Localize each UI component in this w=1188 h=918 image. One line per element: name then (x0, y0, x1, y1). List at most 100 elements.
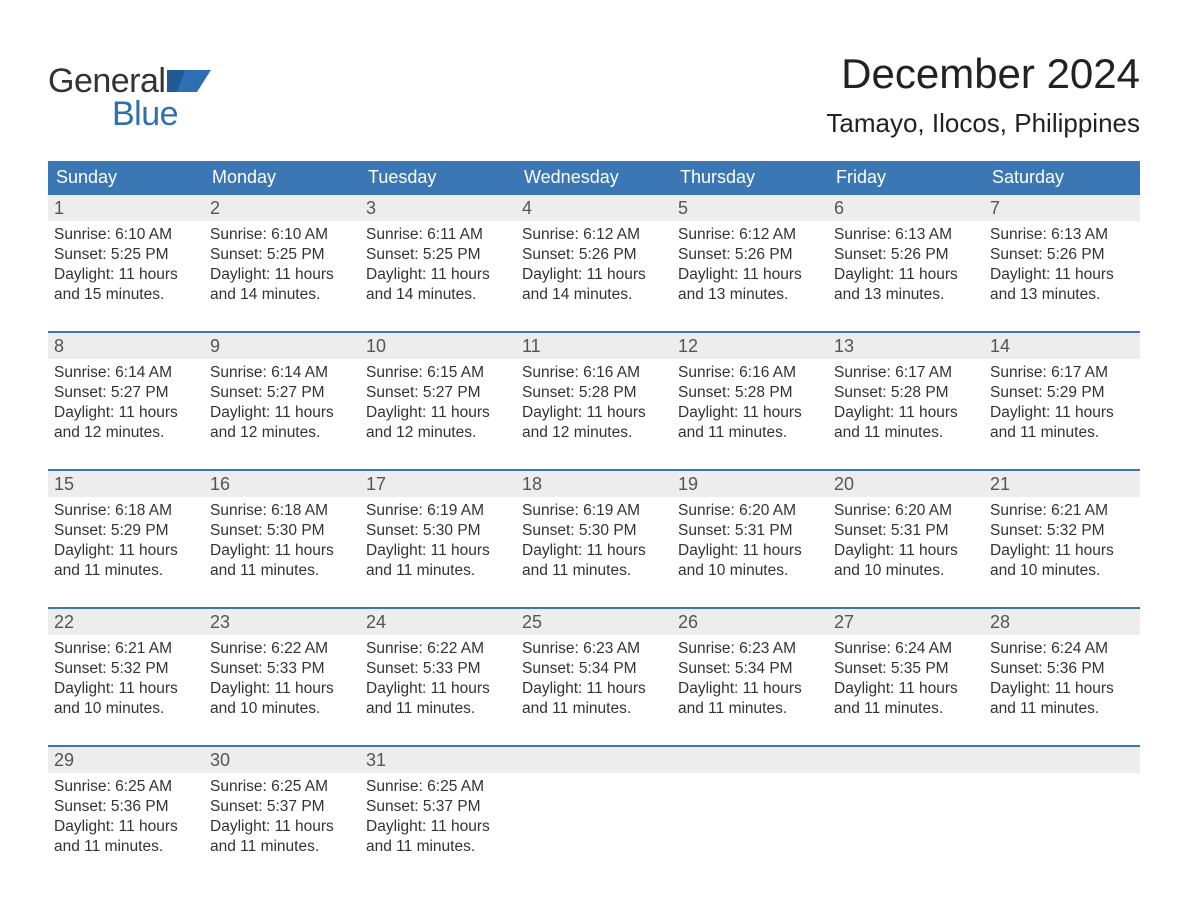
daylight-line-1: Daylight: 11 hours (678, 679, 822, 699)
daylight-line-2: and 10 minutes. (834, 561, 978, 581)
sunrise-line: Sunrise: 6:14 AM (210, 363, 354, 383)
day-body: Sunrise: 6:15 AMSunset: 5:27 PMDaylight:… (360, 359, 516, 449)
sunrise-line: Sunrise: 6:25 AM (54, 777, 198, 797)
daylight-line-1: Daylight: 11 hours (54, 541, 198, 561)
daylight-line-1: Daylight: 11 hours (834, 265, 978, 285)
day-number (984, 747, 1140, 773)
sunrise-line: Sunrise: 6:25 AM (210, 777, 354, 797)
day-number: 29 (48, 747, 204, 773)
day-number: 23 (204, 609, 360, 635)
calendar-day: 31Sunrise: 6:25 AMSunset: 5:37 PMDayligh… (360, 747, 516, 863)
daylight-line-2: and 11 minutes. (210, 837, 354, 857)
daylight-line-2: and 12 minutes. (366, 423, 510, 443)
calendar-day: 13 Sunrise: 6:17 AMSunset: 5:28 PMDayligh… (828, 333, 984, 449)
sunrise-line: Sunrise: 6:18 AM (54, 501, 198, 521)
day-number: 13 (828, 333, 984, 359)
calendar-day: 30Sunrise: 6:25 AMSunset: 5:37 PMDayligh… (204, 747, 360, 863)
daylight-line-1: Daylight: 11 hours (210, 403, 354, 423)
day-body: Sunrise: 6:19 AMSunset: 5:30 PMDaylight:… (360, 497, 516, 587)
day-body: Sunrise: 6:18 AMSunset: 5:30 PMDaylight:… (204, 497, 360, 587)
day-number: 20 (828, 471, 984, 497)
day-number: 15 (48, 471, 204, 497)
sunset-line: Sunset: 5:34 PM (678, 659, 822, 679)
day-number: 22 (48, 609, 204, 635)
sunrise-line: Sunrise: 6:21 AM (990, 501, 1134, 521)
calendar-day: 27Sunrise: 6:24 AMSunset: 5:35 PMDayligh… (828, 609, 984, 725)
day-body: Sunrise: 6:25 AMSunset: 5:36 PMDaylight:… (48, 773, 204, 863)
calendar-day (984, 747, 1140, 863)
sunrise-line: Sunrise: 6:22 AM (366, 639, 510, 659)
daylight-line-2: and 12 minutes. (522, 423, 666, 443)
calendar-day: 24Sunrise: 6:22 AMSunset: 5:33 PMDayligh… (360, 609, 516, 725)
daylight-line-2: and 11 minutes. (678, 423, 822, 443)
day-number (672, 747, 828, 773)
calendar-day: 16Sunrise: 6:18 AMSunset: 5:30 PMDayligh… (204, 471, 360, 587)
sunset-line: Sunset: 5:37 PM (366, 797, 510, 817)
day-number: 31 (360, 747, 516, 773)
calendar-day: 4Sunrise: 6:12 AMSunset: 5:26 PMDaylight… (516, 195, 672, 311)
sunrise-line: Sunrise: 6:16 AM (678, 363, 822, 383)
daylight-line-1: Daylight: 11 hours (834, 403, 978, 423)
calendar-week: 8Sunrise: 6:14 AMSunset: 5:27 PMDaylight… (48, 331, 1140, 449)
sunrise-line: Sunrise: 6:15 AM (366, 363, 510, 383)
sunrise-line: Sunrise: 6:23 AM (522, 639, 666, 659)
calendar-day: 21Sunrise: 6:21 AMSunset: 5:32 PMDayligh… (984, 471, 1140, 587)
day-number: 16 (204, 471, 360, 497)
daylight-line-1: Daylight: 11 hours (834, 679, 978, 699)
sunset-line: Sunset: 5:29 PM (990, 383, 1134, 403)
daylight-line-1: Daylight: 11 hours (834, 541, 978, 561)
daylight-line-1: Daylight: 11 hours (678, 265, 822, 285)
logo-blue-text: Blue (112, 95, 211, 134)
sunset-line: Sunset: 5:28 PM (834, 383, 978, 403)
sunrise-line: Sunrise: 6:10 AM (54, 225, 198, 245)
weekday-header: Monday (204, 161, 360, 195)
day-body: Sunrise: 6:24 AMSunset: 5:35 PMDaylight:… (828, 635, 984, 725)
calendar-day: 3Sunrise: 6:11 AMSunset: 5:25 PMDaylight… (360, 195, 516, 311)
day-body: Sunrise: 6:14 AMSunset: 5:27 PMDaylight:… (48, 359, 204, 449)
calendar-day: 11Sunrise: 6:16 AMSunset: 5:28 PMDayligh… (516, 333, 672, 449)
sunset-line: Sunset: 5:32 PM (990, 521, 1134, 541)
daylight-line-2: and 14 minutes. (366, 285, 510, 305)
daylight-line-2: and 13 minutes. (990, 285, 1134, 305)
daylight-line-2: and 10 minutes. (210, 699, 354, 719)
daylight-line-1: Daylight: 11 hours (990, 403, 1134, 423)
sunrise-line: Sunrise: 6:17 AM (834, 363, 978, 383)
daylight-line-2: and 14 minutes. (522, 285, 666, 305)
day-number: 18 (516, 471, 672, 497)
daylight-line-2: and 15 minutes. (54, 285, 198, 305)
calendar-day (672, 747, 828, 863)
calendar-day (828, 747, 984, 863)
day-body: Sunrise: 6:20 AMSunset: 5:31 PMDaylight:… (672, 497, 828, 587)
weeks-container: 1Sunrise: 6:10 AMSunset: 5:25 PMDaylight… (48, 195, 1140, 863)
calendar-day: 9Sunrise: 6:14 AMSunset: 5:27 PMDaylight… (204, 333, 360, 449)
sunrise-line: Sunrise: 6:14 AM (54, 363, 198, 383)
sunrise-line: Sunrise: 6:20 AM (678, 501, 822, 521)
daylight-line-1: Daylight: 11 hours (366, 817, 510, 837)
sunset-line: Sunset: 5:27 PM (54, 383, 198, 403)
calendar-day: 18Sunrise: 6:19 AMSunset: 5:30 PMDayligh… (516, 471, 672, 587)
sunset-line: Sunset: 5:26 PM (678, 245, 822, 265)
daylight-line-2: and 12 minutes. (210, 423, 354, 443)
daylight-line-1: Daylight: 11 hours (366, 541, 510, 561)
weekday-header: Thursday (672, 161, 828, 195)
daylight-line-1: Daylight: 11 hours (210, 817, 354, 837)
calendar-day: 23Sunrise: 6:22 AMSunset: 5:33 PMDayligh… (204, 609, 360, 725)
sunrise-line: Sunrise: 6:24 AM (834, 639, 978, 659)
title-block: December 2024 Tamayo, Ilocos, Philippine… (826, 50, 1140, 139)
weekday-header: Tuesday (360, 161, 516, 195)
sunset-line: Sunset: 5:31 PM (678, 521, 822, 541)
calendar-day: 5Sunrise: 6:12 AMSunset: 5:26 PMDaylight… (672, 195, 828, 311)
daylight-line-2: and 11 minutes. (522, 699, 666, 719)
calendar-week: 1Sunrise: 6:10 AMSunset: 5:25 PMDaylight… (48, 195, 1140, 311)
day-number: 2 (204, 195, 360, 221)
sunset-line: Sunset: 5:28 PM (522, 383, 666, 403)
calendar-day (516, 747, 672, 863)
day-number: 27 (828, 609, 984, 635)
sunset-line: Sunset: 5:26 PM (522, 245, 666, 265)
sunset-line: Sunset: 5:27 PM (210, 383, 354, 403)
page-header: General Blue December 2024 Tamayo, Iloco… (48, 50, 1140, 139)
sunset-line: Sunset: 5:37 PM (210, 797, 354, 817)
calendar-day: 19Sunrise: 6:20 AMSunset: 5:31 PMDayligh… (672, 471, 828, 587)
daylight-line-2: and 11 minutes. (54, 561, 198, 581)
day-number: 25 (516, 609, 672, 635)
